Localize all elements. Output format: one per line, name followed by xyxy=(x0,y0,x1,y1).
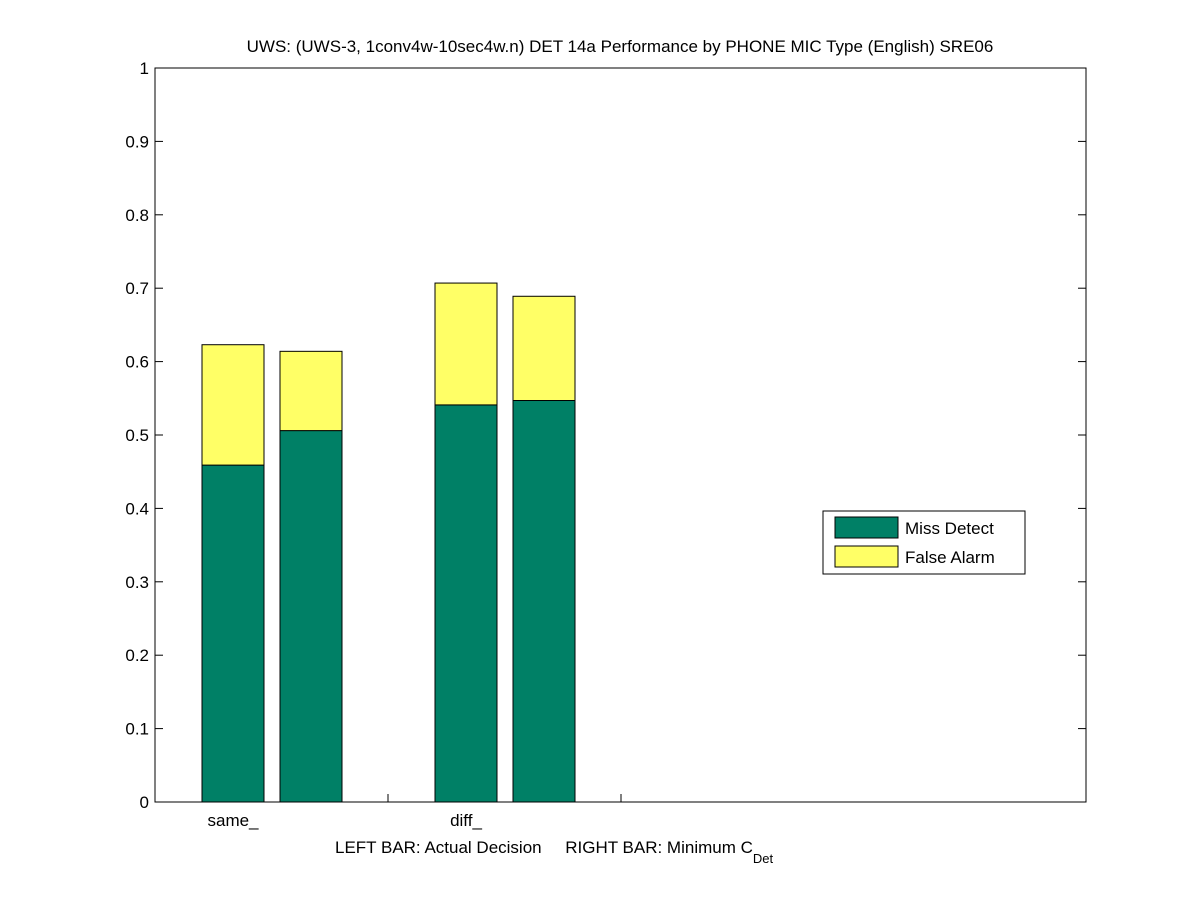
y-tick-label: 0.3 xyxy=(125,573,149,592)
y-tick-label: 1 xyxy=(140,59,149,78)
x-axis: same_ diff_ xyxy=(207,794,622,830)
legend-label-miss-detect: Miss Detect xyxy=(905,519,994,538)
x-tick-label: same_ xyxy=(207,811,259,830)
y-tick-label: 0.8 xyxy=(125,206,149,225)
bar-false-alarm xyxy=(279,350,343,432)
x-axis-label: LEFT BAR: Actual Decision RIGHT BAR: Min… xyxy=(335,838,773,866)
y-tick-label: 0.4 xyxy=(125,499,149,518)
y-tick-label: 0.7 xyxy=(125,279,149,298)
legend-label-false-alarm: False Alarm xyxy=(905,548,995,567)
y-tick-label: 0.5 xyxy=(125,426,149,445)
legend-swatch-miss-detect xyxy=(834,516,899,539)
x-axis-label-main: LEFT BAR: Actual Decision RIGHT BAR: Min… xyxy=(335,838,753,857)
bars-group xyxy=(201,282,576,803)
y-tick-label: 0.9 xyxy=(125,132,149,151)
chart-title: UWS: (UWS-3, 1conv4w-10sec4w.n) DET 14a … xyxy=(247,37,994,56)
bar-miss-detect xyxy=(279,430,343,803)
bar-false-alarm xyxy=(434,282,498,406)
legend: Miss Detect False Alarm xyxy=(822,510,1026,575)
bar-miss-detect xyxy=(201,464,265,803)
y-tick-label: 0 xyxy=(140,793,149,812)
bar-false-alarm xyxy=(201,344,265,466)
y-tick-label: 0.6 xyxy=(125,353,149,372)
y-tick-label: 0.1 xyxy=(125,720,149,739)
y-tick-label: 0.2 xyxy=(125,646,149,665)
y-axis: 0 0.1 0.2 0.3 0.4 0.5 0.6 0.7 0.8 0.9 1 xyxy=(125,59,1086,812)
bar-miss-detect xyxy=(512,400,576,803)
bar-miss-detect xyxy=(434,404,498,803)
x-axis-label-subscript: Det xyxy=(753,851,774,866)
x-tick-label: diff_ xyxy=(450,811,482,830)
bar-false-alarm xyxy=(512,295,576,402)
legend-swatch-false-alarm xyxy=(834,545,899,568)
